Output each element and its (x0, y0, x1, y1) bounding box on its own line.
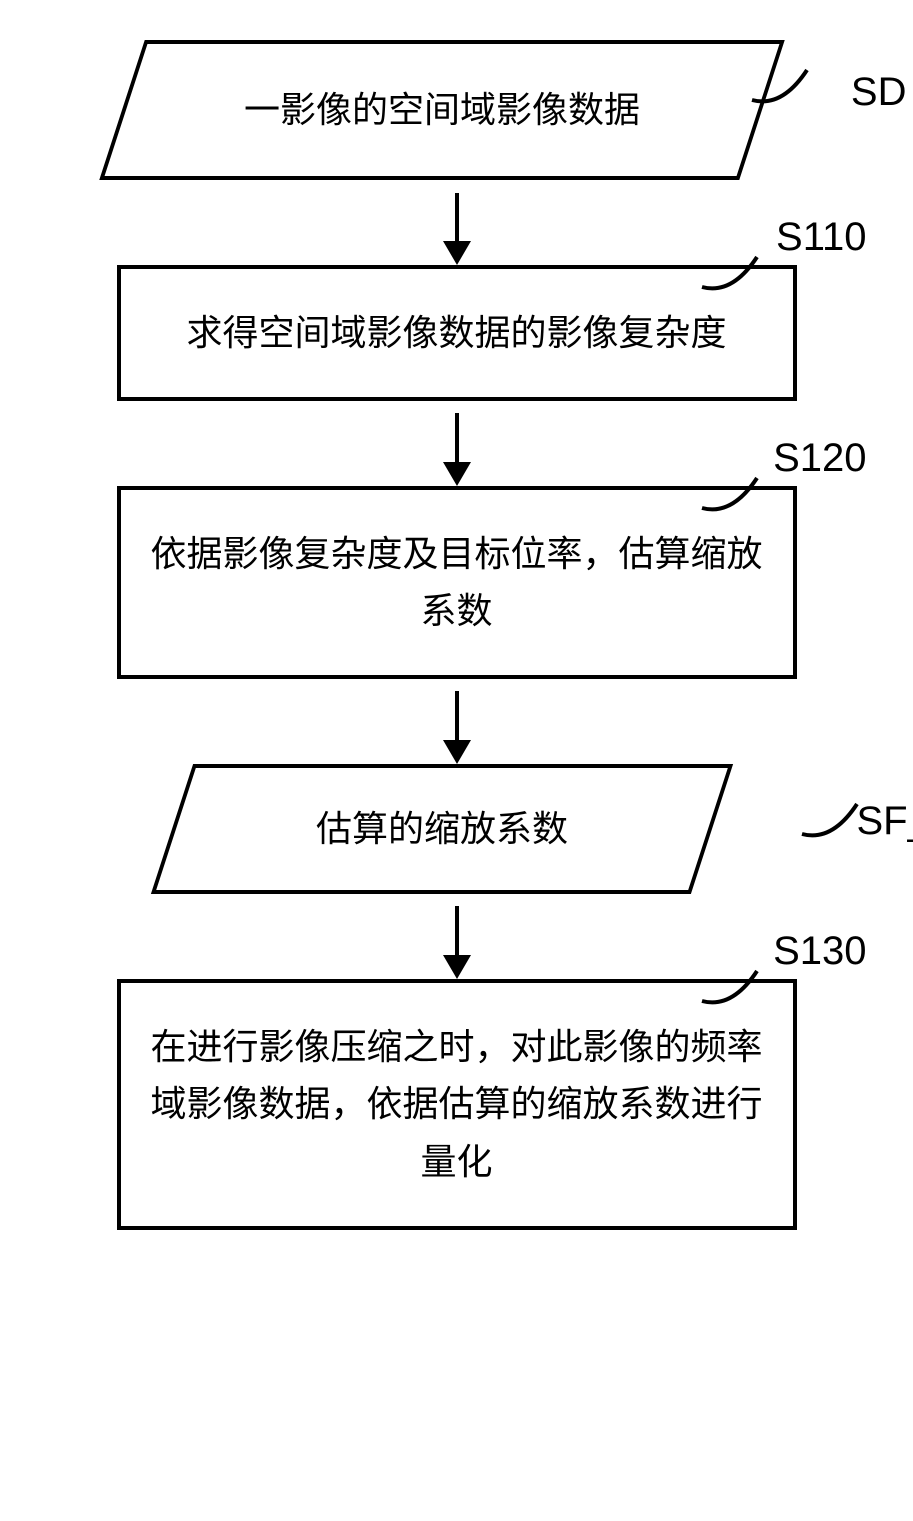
label-sfe: SF_E (856, 799, 913, 844)
node-s110-text: 求得空间域影像数据的影像复杂度 (186, 304, 726, 362)
arrow-head-icon (443, 462, 471, 486)
callout-s130 (697, 951, 777, 1011)
callout-s110 (697, 237, 777, 297)
node-s120-wrapper: S120 依据影像复杂度及目标位率，估算缩放系数 (27, 486, 887, 679)
label-sd: SD (851, 70, 907, 115)
node-s130-text: 在进行影像压缩之时，对此影像的频率域影像数据，依据估算的缩放系数进行量化 (151, 1018, 763, 1191)
node-s110-wrapper: S110 求得空间域影像数据的影像复杂度 (27, 265, 887, 401)
node-s110: 求得空间域影像数据的影像复杂度 (117, 265, 797, 401)
callout-s120 (697, 458, 777, 518)
flowchart-container: 一影像的空间域影像数据 SD S110 求得空间域影像数据的影像复杂度 S120… (27, 40, 887, 1230)
node-sd-wrapper: 一影像的空间域影像数据 SD (27, 40, 887, 180)
callout-sd (747, 50, 827, 110)
node-s120: 依据影像复杂度及目标位率，估算缩放系数 (117, 486, 797, 679)
node-s130: 在进行影像压缩之时，对此影像的频率域影像数据，依据估算的缩放系数进行量化 (117, 979, 797, 1230)
node-sfe-text: 估算的缩放系数 (285, 802, 597, 856)
arrow-head-icon (443, 241, 471, 265)
arrow-head-icon (443, 740, 471, 764)
arrow-sd-s110 (455, 180, 459, 265)
node-s130-wrapper: S130 在进行影像压缩之时，对此影像的频率域影像数据，依据估算的缩放系数进行量… (27, 979, 887, 1230)
arrow-s120-sfe (455, 679, 459, 764)
node-sfe: 估算的缩放系数 (150, 764, 732, 894)
arrow-s110-s120 (455, 401, 459, 486)
node-s120-text: 依据影像复杂度及目标位率，估算缩放系数 (151, 525, 763, 640)
arrow-sfe-s130 (455, 894, 459, 979)
node-sd: 一影像的空间域影像数据 (99, 40, 784, 180)
node-sfe-wrapper: 估算的缩放系数 SF_E (27, 764, 887, 894)
node-sd-text: 一影像的空间域影像数据 (213, 83, 669, 137)
label-s110: S110 (776, 215, 866, 260)
arrow-head-icon (443, 955, 471, 979)
label-s130: S130 (773, 929, 866, 974)
label-s120: S120 (773, 436, 866, 481)
